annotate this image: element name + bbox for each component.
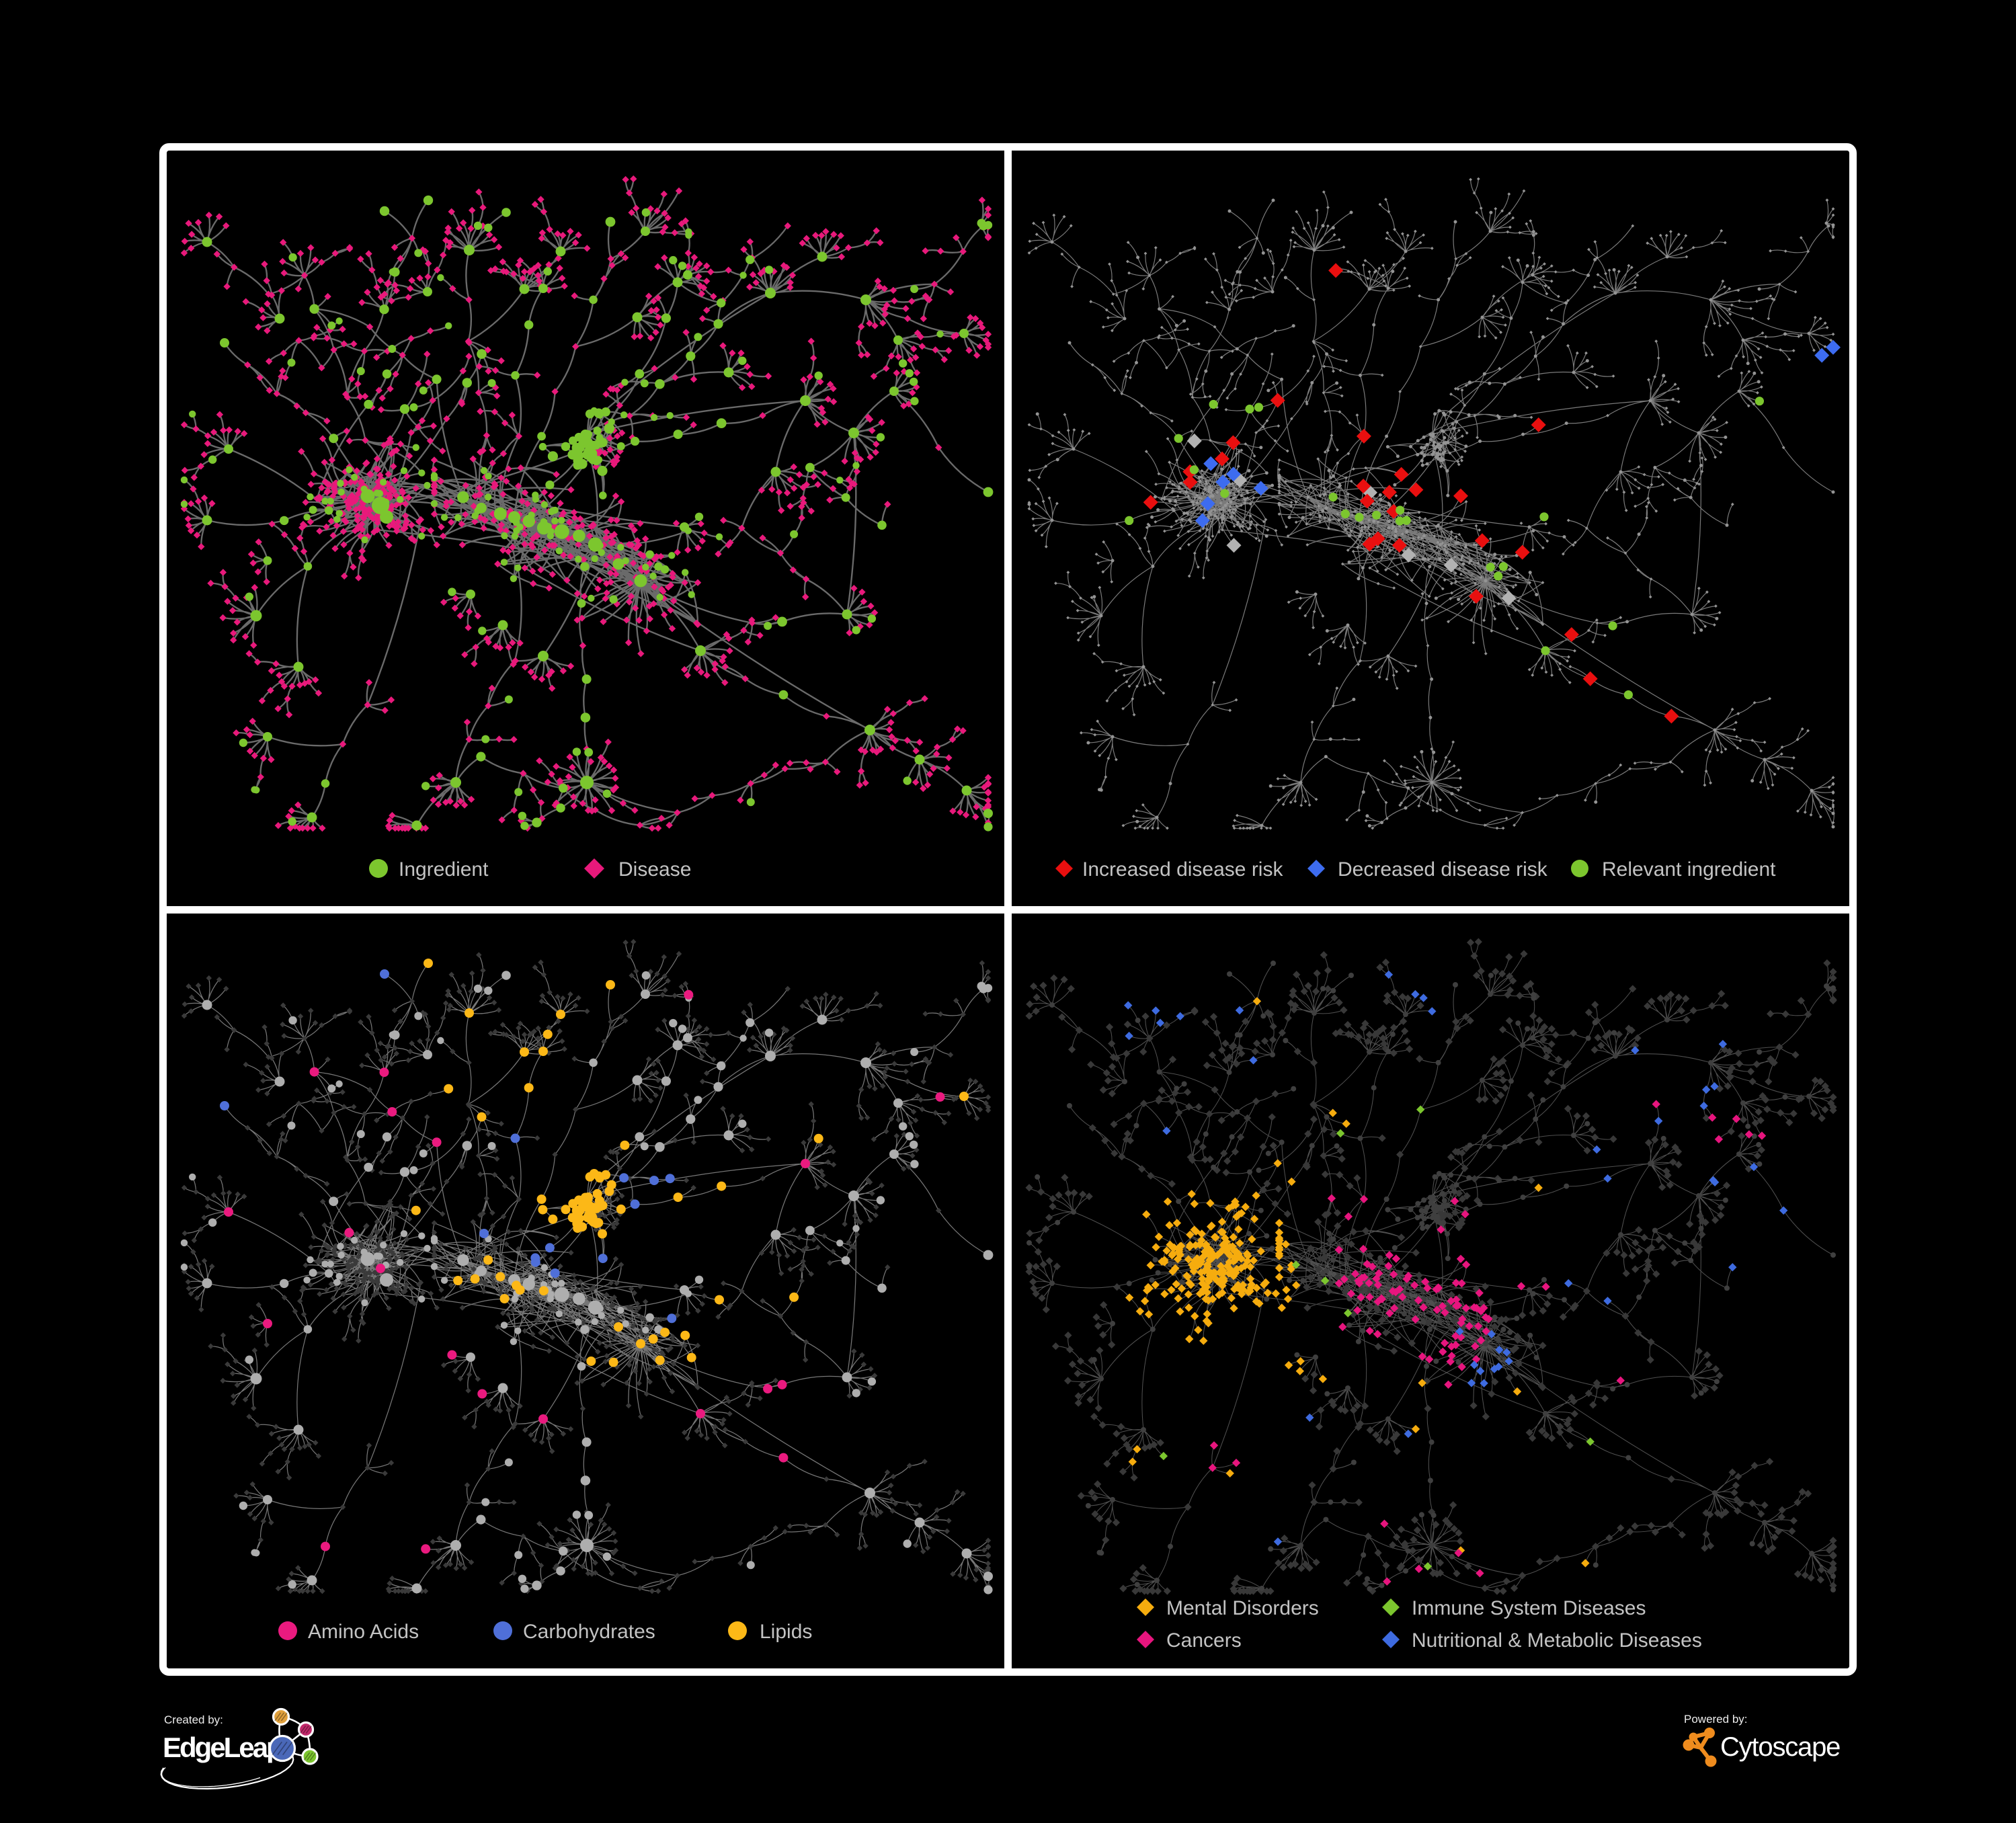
svg-text:Increased disease risk: Increased disease risk <box>1082 858 1283 881</box>
svg-text:Mental Disorders: Mental Disorders <box>1166 1597 1319 1619</box>
svg-text:Carbohydrates: Carbohydrates <box>523 1621 655 1643</box>
svg-text:Powered by:: Powered by: <box>1684 1713 1748 1726</box>
svg-text:Created by:: Created by: <box>164 1713 223 1726</box>
svg-text:Lipids: Lipids <box>760 1621 812 1643</box>
svg-text:Cancers: Cancers <box>1166 1629 1242 1652</box>
svg-text:Decreased disease risk: Decreased disease risk <box>1338 858 1548 881</box>
svg-text:Ingredient: Ingredient <box>399 858 489 881</box>
svg-text:Amino Acids: Amino Acids <box>308 1621 419 1643</box>
svg-text:Relevant ingredient: Relevant ingredient <box>1602 858 1776 881</box>
svg-text:Disease: Disease <box>618 858 691 881</box>
svg-text:Immune System Diseases: Immune System Diseases <box>1412 1597 1646 1619</box>
svg-text:Nutritional & Metabolic Diseas: Nutritional & Metabolic Diseases <box>1412 1629 1702 1652</box>
svg-text:Cytoscape: Cytoscape <box>1720 1732 1840 1762</box>
svg-text:EdgeLeap: EdgeLeap <box>163 1732 282 1763</box>
